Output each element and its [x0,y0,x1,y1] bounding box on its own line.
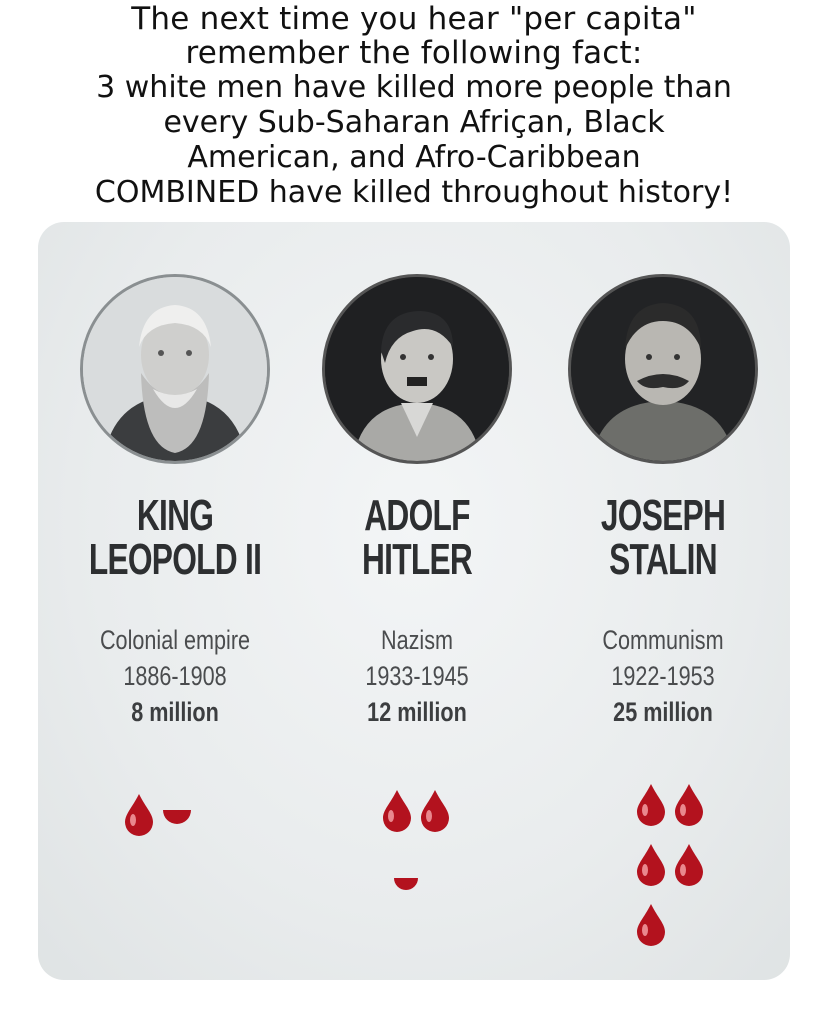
caption-line-6: COMBINED have killed throughout history! [94,175,734,210]
partial-blood-drop-icon [394,878,418,890]
caption-line-3: 3 white men have killed more people than [96,70,732,105]
years-label: 1922-1953 [611,661,715,691]
person-name: JOSEPH STALIN [600,491,726,584]
caption-line-5: American, and Afro-Caribbean [187,140,641,175]
meme-caption: The next time you hear "per capita" reme… [0,2,828,210]
years-label: 1886-1908 [123,661,227,691]
years-label: 1933-1945 [365,661,469,691]
person-card-leopold: KING LEOPOLD II Colonial empire 1886-190… [50,222,300,980]
person-details: Colonial empire 1886-1908 8 million [75,622,275,730]
blood-drop-icon [637,904,665,946]
person-portrait-icon [325,277,509,461]
portrait-stalin [568,274,758,464]
caption-line-2: remember the following fact: [185,35,643,71]
person-name: ADOLF HITLER [361,491,473,584]
ideology-label: Colonial empire [99,625,251,655]
blood-drop-icon [383,790,411,832]
person-card-hitler: ADOLF HITLER Nazism 1933-1945 12 million [292,222,542,980]
person-card-stalin: JOSEPH STALIN Communism 1922-1953 25 mil… [538,222,788,980]
infographic-panel: KING LEOPOLD II Colonial empire 1886-190… [38,222,790,980]
blood-drop-icon [421,790,449,832]
portrait-hitler [322,274,512,464]
blood-drop-icon [637,784,665,826]
person-name: KING LEOPOLD II [88,491,262,584]
blood-drop-icon [637,844,665,886]
partial-blood-drop-icon [163,810,191,824]
person-portrait-icon [83,277,267,461]
person-details: Communism 1922-1953 25 million [563,622,763,730]
blood-drop-icon [675,784,703,826]
person-portrait-icon [571,277,755,461]
person-details: Nazism 1933-1945 12 million [317,622,517,730]
death-toll-label: 8 million [131,697,219,727]
death-toll-label: 12 million [367,697,467,727]
caption-line-1: The next time you hear "per capita" [131,1,697,37]
ideology-label: Nazism [380,625,453,655]
ideology-label: Communism [602,625,724,655]
blood-drop-icon [675,844,703,886]
portrait-leopold [80,274,270,464]
caption-line-4: every Sub-Saharan Afriçan, Black [163,105,665,140]
death-toll-label: 25 million [613,697,713,727]
blood-drop-icon [125,794,153,836]
